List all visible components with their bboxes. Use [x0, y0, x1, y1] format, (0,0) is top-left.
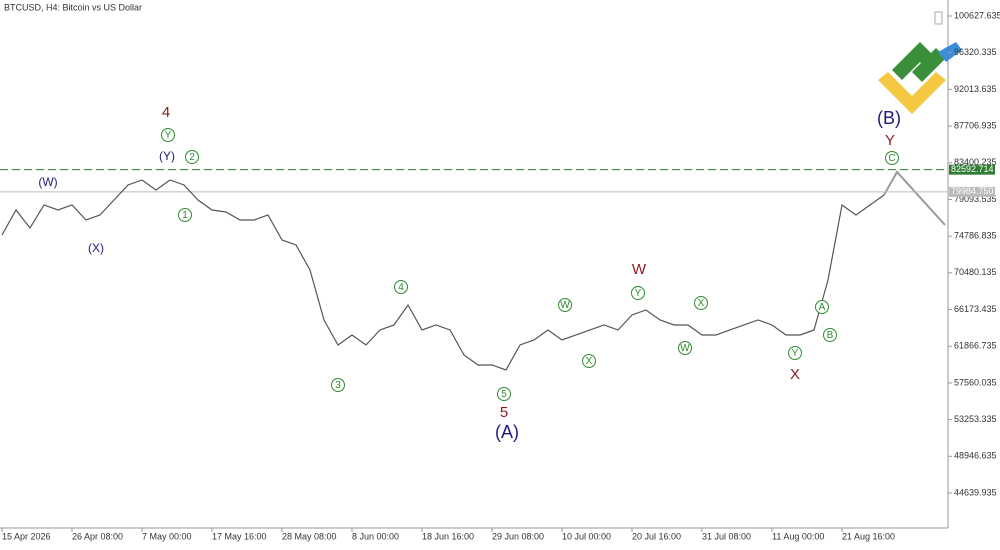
wave-label: X	[790, 366, 800, 383]
y-tick-label: 79093.535	[954, 194, 997, 204]
wave-label: (W)	[38, 175, 57, 189]
y-tick-label: 70480.135	[954, 267, 997, 277]
wave-label: Y	[885, 132, 895, 149]
wave-label: (A)	[495, 422, 519, 442]
wave-circle	[815, 300, 829, 314]
wave-label: W	[632, 261, 647, 278]
x-tick-label: 10 Jul 00:00	[562, 531, 611, 541]
wave-circle	[582, 354, 596, 368]
price-line	[1, 179, 885, 371]
y-tick-label: 66173.435	[954, 304, 997, 314]
wave-label: W	[680, 343, 690, 354]
x-tick-label: 29 Jun 08:00	[492, 531, 544, 541]
y-tick-label: 96320.335	[954, 47, 997, 57]
panel-icon[interactable]	[934, 11, 943, 25]
x-tick-label: 20 Jul 16:00	[632, 531, 681, 541]
wave-label: (B)	[877, 108, 901, 128]
wave-circle	[788, 346, 802, 360]
price-tag-label: 82592.714	[951, 164, 994, 174]
x-tick-label: 26 Apr 08:00	[72, 531, 123, 541]
wave-circle	[331, 378, 345, 392]
wave-label: B	[827, 330, 834, 341]
wave-circle	[558, 298, 572, 312]
wave-label: 1	[182, 210, 188, 221]
wave-circle	[885, 151, 899, 165]
logo	[878, 42, 962, 114]
x-tick-label: 15 Apr 2026	[2, 531, 51, 541]
wave-circle	[178, 208, 192, 222]
chart-title: BTCUSD, H4: Bitcoin vs US Dollar	[4, 2, 142, 12]
wave-label: 3	[335, 380, 341, 391]
price-tag-label: 79984.750	[951, 186, 994, 196]
wave-label: (Y)	[159, 149, 175, 163]
price-tag	[949, 186, 995, 197]
wave-label: C	[888, 153, 895, 164]
y-tick-label: 92013.635	[954, 84, 997, 94]
projection-line	[883, 170, 946, 226]
wave-circle	[394, 280, 408, 294]
x-tick-label: 7 May 00:00	[142, 531, 192, 541]
wave-circle	[185, 150, 199, 164]
wave-label: (X)	[88, 241, 104, 255]
wave-circle	[694, 296, 708, 310]
wave-label: Y	[792, 348, 799, 359]
y-tick-label: 57560.035	[954, 377, 997, 387]
wave-circle	[497, 387, 511, 401]
wave-label: 5	[501, 389, 507, 400]
y-tick-label: 44639.935	[954, 487, 997, 497]
wave-label: 4	[398, 282, 404, 293]
wave-label: X	[586, 356, 593, 367]
wave-label: 5	[500, 404, 508, 421]
x-tick-label: 21 Aug 16:00	[842, 531, 895, 541]
y-tick-label: 53253.335	[954, 414, 997, 424]
y-tick-label: 61866.735	[954, 341, 997, 351]
wave-label: 2	[189, 152, 195, 163]
y-tick-label: 74786.835	[954, 231, 997, 241]
wave-label: X	[698, 298, 705, 309]
x-tick-label: 31 Jul 08:00	[702, 531, 751, 541]
wave-label: A	[819, 302, 826, 313]
y-tick-label: 100627.635	[954, 10, 1000, 20]
x-tick-label: 8 Jun 00:00	[352, 531, 399, 541]
price-tag	[949, 164, 995, 175]
wave-label: Y	[165, 130, 172, 141]
y-tick-label: 87706.935	[954, 120, 997, 130]
y-tick-label: 48946.635	[954, 451, 997, 461]
wave-circle	[631, 286, 645, 300]
wave-circle	[161, 128, 175, 142]
wave-label: 4	[162, 104, 170, 121]
y-tick-label: 83400.235	[954, 157, 997, 167]
x-tick-label: 17 May 16:00	[212, 531, 267, 541]
wave-circle	[678, 341, 692, 355]
x-tick-label: 28 May 08:00	[282, 531, 337, 541]
wave-circle	[823, 328, 837, 342]
wave-label: Y	[635, 288, 642, 299]
x-tick-label: 18 Jun 16:00	[422, 531, 474, 541]
wave-label: W	[560, 300, 570, 311]
x-tick-label: 11 Aug 00:00	[772, 531, 824, 541]
